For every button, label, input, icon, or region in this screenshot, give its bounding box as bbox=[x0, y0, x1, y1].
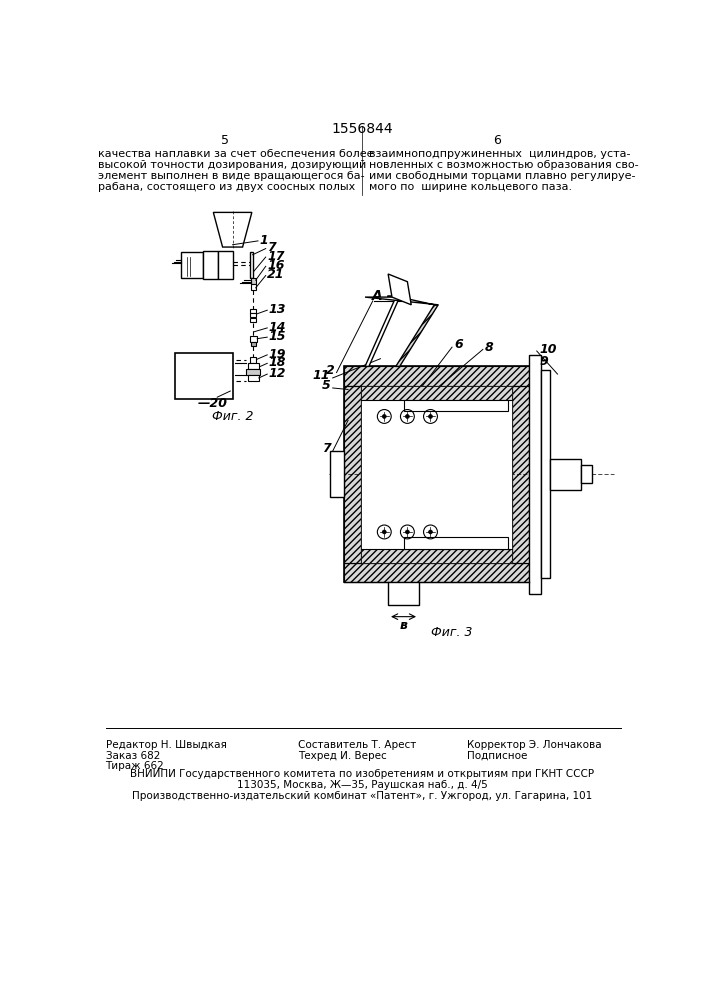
Polygon shape bbox=[214, 212, 252, 247]
Circle shape bbox=[428, 530, 433, 534]
Bar bbox=[203, 251, 218, 279]
Bar bbox=[361, 400, 512, 549]
Text: рабана, состоящего из двух соосных полых: рабана, состоящего из двух соосных полых bbox=[98, 182, 355, 192]
Bar bbox=[344, 563, 529, 582]
Text: 16: 16 bbox=[267, 259, 285, 272]
Bar bbox=[218, 251, 233, 279]
Text: 13: 13 bbox=[269, 303, 286, 316]
Circle shape bbox=[405, 415, 409, 418]
Bar bbox=[361, 549, 512, 563]
Text: 21: 21 bbox=[267, 268, 285, 281]
Bar bbox=[250, 336, 257, 342]
Text: взаимноподпружиненных  цилиндров, уста-: взаимноподпружиненных цилиндров, уста- bbox=[369, 149, 631, 159]
Text: 17: 17 bbox=[267, 250, 285, 263]
Circle shape bbox=[382, 530, 386, 534]
Text: 1: 1 bbox=[259, 234, 268, 247]
Bar bbox=[541, 370, 550, 578]
Text: 19: 19 bbox=[269, 348, 286, 361]
Text: Производственно-издательский комбинат «Патент», г. Ужгород, ул. Гагарина, 101: Производственно-издательский комбинат «П… bbox=[132, 791, 592, 801]
Bar bbox=[250, 318, 257, 322]
Text: элемент выполнен в виде вращающегося ба-: элемент выполнен в виде вращающегося ба- bbox=[98, 171, 365, 181]
Text: 6: 6 bbox=[455, 338, 463, 351]
Text: А - А: А - А bbox=[372, 289, 409, 303]
Bar bbox=[344, 366, 529, 386]
Bar bbox=[361, 386, 512, 563]
Text: 113035, Москва, Ж—35, Раушская наб., д. 4/5: 113035, Москва, Ж—35, Раушская наб., д. … bbox=[237, 780, 487, 790]
Bar bbox=[181, 252, 203, 278]
Text: 15: 15 bbox=[269, 330, 286, 343]
Text: в: в bbox=[399, 619, 407, 632]
Bar bbox=[330, 451, 344, 497]
Bar bbox=[175, 353, 233, 399]
Bar bbox=[512, 386, 529, 563]
Text: 11: 11 bbox=[313, 369, 330, 382]
Bar bbox=[247, 369, 260, 375]
Circle shape bbox=[382, 415, 386, 418]
Bar bbox=[344, 386, 361, 563]
Text: Фиг. 2: Фиг. 2 bbox=[212, 410, 253, 423]
Bar bbox=[248, 375, 259, 381]
Bar bbox=[550, 459, 580, 490]
Text: Корректор Э. Лончакова: Корректор Э. Лончакова bbox=[467, 740, 602, 750]
Text: ими свободными торцами плавно регулируе-: ими свободными торцами плавно регулируе- bbox=[369, 171, 636, 181]
Bar bbox=[251, 342, 256, 346]
Bar bbox=[361, 386, 512, 400]
Text: Составитель Т. Арест: Составитель Т. Арест bbox=[298, 740, 416, 750]
Text: 9: 9 bbox=[539, 355, 548, 368]
Text: 12: 12 bbox=[269, 367, 286, 380]
Text: —20: —20 bbox=[198, 397, 228, 410]
Polygon shape bbox=[396, 305, 438, 366]
Text: Подписное: Подписное bbox=[467, 751, 528, 761]
Text: Тираж 662: Тираж 662 bbox=[105, 761, 164, 771]
Text: 18: 18 bbox=[269, 356, 286, 369]
Bar bbox=[251, 284, 256, 290]
Text: 7: 7 bbox=[322, 442, 330, 455]
Text: Заказ 682: Заказ 682 bbox=[105, 751, 160, 761]
Bar bbox=[248, 363, 259, 369]
Bar bbox=[251, 278, 256, 284]
Bar bbox=[388, 582, 419, 605]
Text: новленных с возможностью образования сво-: новленных с возможностью образования сво… bbox=[369, 160, 638, 170]
Text: мого по  ширине кольцевого паза.: мого по ширине кольцевого паза. bbox=[369, 182, 572, 192]
Bar bbox=[580, 465, 592, 483]
Text: качества наплавки за счет обеспечения более: качества наплавки за счет обеспечения бо… bbox=[98, 149, 373, 159]
Polygon shape bbox=[365, 297, 438, 305]
Text: высокой точности дозирования, дозирующий: высокой точности дозирования, дозирующий bbox=[98, 160, 366, 170]
Bar bbox=[250, 357, 257, 363]
Bar bbox=[250, 252, 252, 278]
Circle shape bbox=[405, 530, 409, 534]
Text: 2: 2 bbox=[325, 364, 334, 377]
Text: 5: 5 bbox=[221, 134, 229, 147]
Text: 6: 6 bbox=[493, 134, 501, 147]
Polygon shape bbox=[388, 274, 411, 305]
Text: Техред И. Верес: Техред И. Верес bbox=[298, 751, 387, 761]
Bar bbox=[404, 400, 508, 411]
Text: 1556844: 1556844 bbox=[331, 122, 393, 136]
Text: Редактор Н. Швыдкая: Редактор Н. Швыдкая bbox=[105, 740, 226, 750]
Text: 7: 7 bbox=[267, 241, 276, 254]
Text: ВНИИПИ Государственного комитета по изобретениям и открытиям при ГКНТ СССР: ВНИИПИ Государственного комитета по изоб… bbox=[130, 769, 594, 779]
Bar bbox=[344, 366, 529, 582]
Circle shape bbox=[428, 415, 433, 418]
Polygon shape bbox=[365, 297, 399, 366]
Bar bbox=[250, 309, 257, 312]
Text: 5: 5 bbox=[322, 379, 330, 392]
Text: 14: 14 bbox=[269, 321, 286, 334]
Bar bbox=[250, 313, 257, 317]
Text: Фиг. 3: Фиг. 3 bbox=[431, 626, 473, 639]
Bar bbox=[404, 537, 508, 549]
Bar bbox=[529, 355, 541, 594]
Text: 10: 10 bbox=[539, 343, 556, 356]
Text: 8: 8 bbox=[485, 341, 494, 354]
